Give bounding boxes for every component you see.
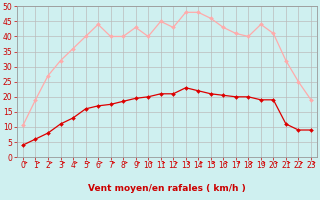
X-axis label: Vent moyen/en rafales ( km/h ): Vent moyen/en rafales ( km/h ) <box>88 184 246 193</box>
